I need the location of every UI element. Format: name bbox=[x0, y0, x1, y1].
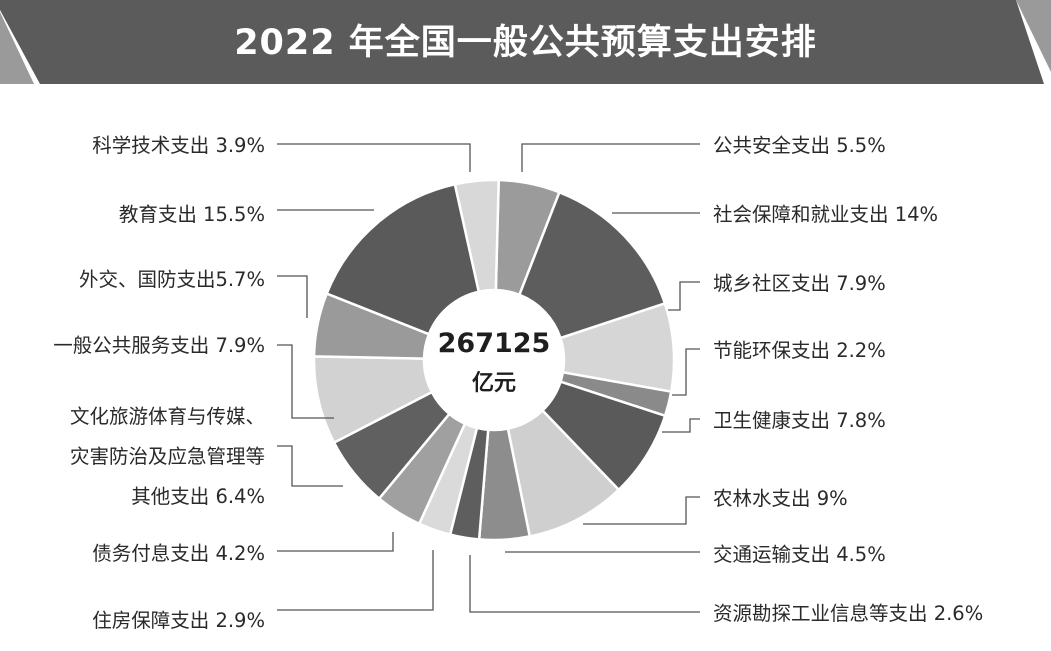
leader-lines bbox=[277, 143, 700, 613]
leader-line bbox=[277, 143, 471, 172]
slice-label-line: 卫生健康支出 7.8% bbox=[713, 409, 886, 432]
banner-shape bbox=[0, 0, 1044, 84]
slice-label-line: 其他支出 6.4% bbox=[131, 485, 265, 508]
leader-line bbox=[277, 344, 334, 419]
slice-label: 一般公共服务支出 7.9% bbox=[53, 334, 265, 357]
leader-line bbox=[662, 418, 700, 433]
slice-label-line: 债务付息支出 4.2% bbox=[92, 542, 265, 565]
slice-label: 农林水支出 9% bbox=[713, 487, 848, 510]
slice-label: 卫生健康支出 7.8% bbox=[713, 409, 886, 432]
banner-edge-right bbox=[1016, 0, 1051, 72]
leader-line bbox=[668, 281, 700, 311]
center-total-unit: 亿元 bbox=[472, 371, 516, 396]
leader-line bbox=[277, 445, 343, 487]
slice-label-line: 教育支出 15.5% bbox=[119, 203, 265, 226]
slice-label: 教育支出 15.5% bbox=[119, 203, 265, 226]
slice-label-line: 交通运输支出 4.5% bbox=[713, 543, 886, 566]
slice-label: 节能环保支出 2.2% bbox=[713, 339, 886, 362]
leader-line bbox=[521, 143, 700, 172]
leader-line bbox=[277, 275, 308, 318]
slice-label-line: 文化旅游体育与传媒、 bbox=[70, 405, 265, 428]
slice-label-line: 住房保障支出 2.9% bbox=[92, 609, 265, 632]
leader-line bbox=[277, 550, 434, 611]
title-banner bbox=[0, 0, 1051, 84]
slice-label-line: 资源勘探工业信息等支出 2.6% bbox=[713, 602, 983, 625]
chart-title: 2022 年全国一般公共预算支出安排 bbox=[234, 23, 817, 63]
slice-label: 外交、国防支出5.7% bbox=[79, 268, 265, 291]
slice-label: 社会保障和就业支出 14% bbox=[713, 203, 938, 226]
leader-line bbox=[277, 532, 394, 552]
leader-line bbox=[672, 348, 700, 396]
slice-label: 债务付息支出 4.2% bbox=[92, 542, 265, 565]
slice-label-line: 社会保障和就业支出 14% bbox=[713, 203, 938, 226]
banner-edge-left bbox=[0, 12, 34, 84]
slice-label: 交通运输支出 4.5% bbox=[713, 543, 886, 566]
slice-label-line: 农林水支出 9% bbox=[713, 487, 848, 510]
leader-line bbox=[469, 555, 700, 613]
slice-label-line: 外交、国防支出5.7% bbox=[79, 268, 265, 291]
slice-label-line: 公共安全支出 5.5% bbox=[713, 134, 886, 157]
donut-hole bbox=[424, 290, 564, 430]
slice-label-line: 一般公共服务支出 7.9% bbox=[53, 334, 265, 357]
slice-label: 城乡社区支出 7.9% bbox=[713, 272, 886, 295]
slice-label-line: 城乡社区支出 7.9% bbox=[713, 272, 886, 295]
donut-slices bbox=[312, 178, 676, 542]
slice-label: 资源勘探工业信息等支出 2.6% bbox=[713, 602, 983, 625]
slice-label: 公共安全支出 5.5% bbox=[713, 134, 886, 157]
center-total-value: 267125 bbox=[438, 328, 551, 359]
slice-label-line: 灾害防治及应急管理等 bbox=[70, 445, 265, 468]
slice-label: 住房保障支出 2.9% bbox=[92, 609, 265, 632]
leader-line bbox=[583, 496, 700, 525]
slice-labels: 公共安全支出 5.5% 社会保障和就业支出 14% 城乡社区支出 7.9% 节能环保支… bbox=[53, 134, 983, 632]
slice-label-line: 科学技术支出 3.9% bbox=[92, 134, 265, 157]
slice-label: 文化旅游体育与传媒、灾害防治及应急管理等其他支出 6.4% bbox=[70, 405, 265, 508]
slice-label: 科学技术支出 3.9% bbox=[92, 134, 265, 157]
slice-label-line: 节能环保支出 2.2% bbox=[713, 339, 886, 362]
